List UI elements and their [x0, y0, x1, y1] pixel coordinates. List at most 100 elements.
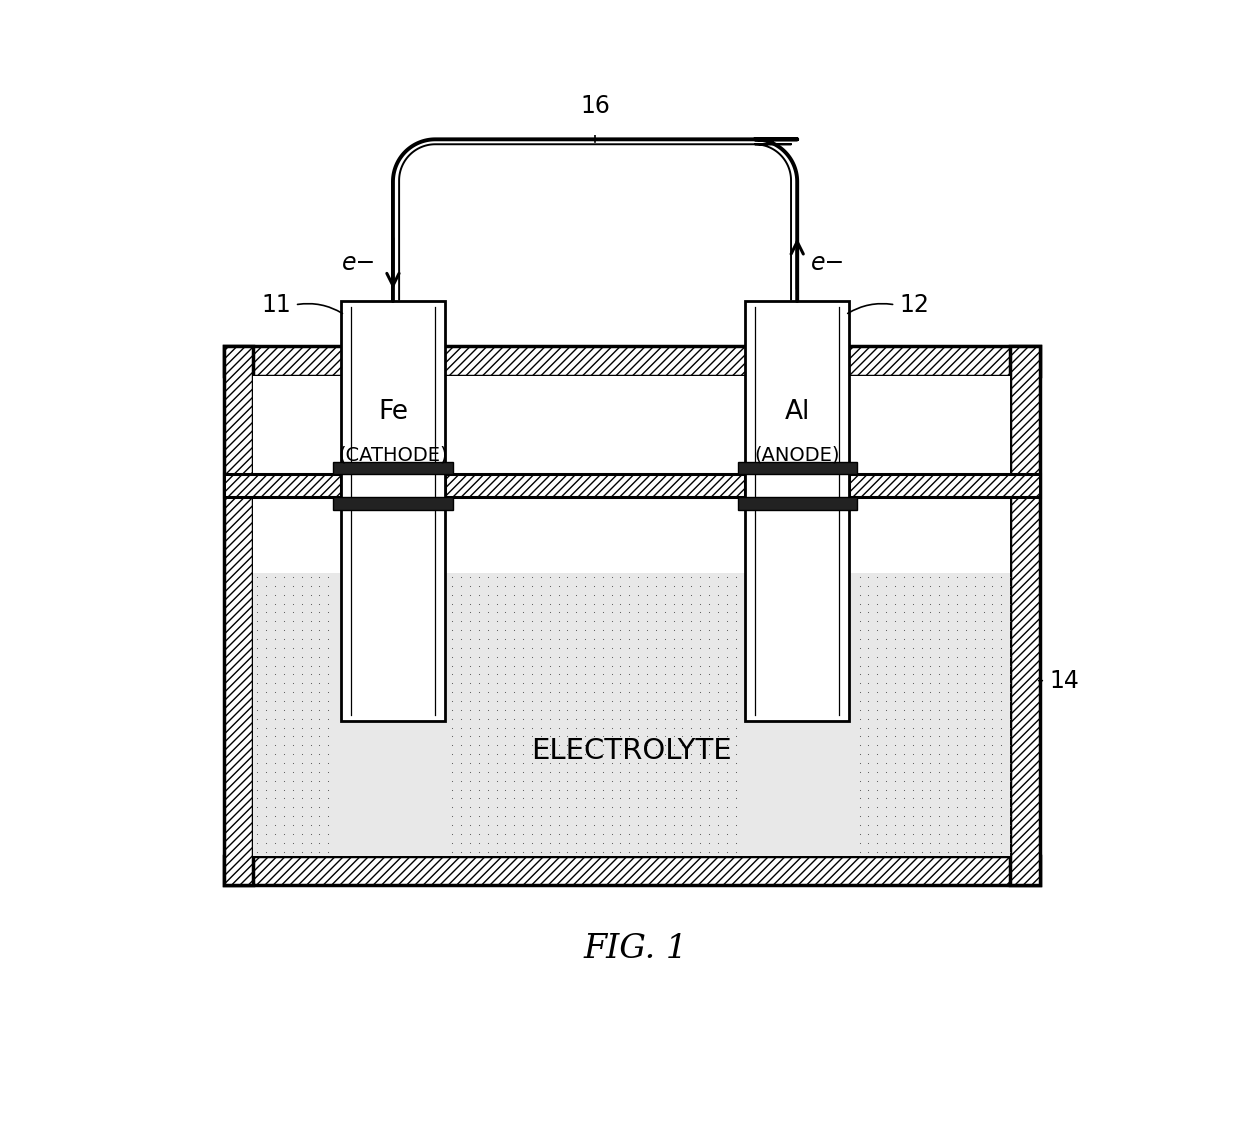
Point — [593, 825, 613, 843]
Point — [300, 710, 320, 728]
Point — [699, 621, 719, 639]
Point — [496, 710, 516, 728]
Point — [443, 674, 463, 692]
Point — [265, 727, 285, 745]
Point — [867, 825, 887, 843]
Point — [505, 674, 525, 692]
Point — [300, 692, 320, 710]
Point — [558, 568, 578, 586]
Point — [911, 816, 931, 834]
Point — [911, 568, 931, 586]
Point — [973, 718, 993, 736]
Point — [663, 612, 683, 630]
Point — [443, 798, 463, 816]
Point — [257, 754, 277, 772]
Point — [513, 727, 533, 745]
Point — [655, 718, 675, 736]
Point — [929, 612, 949, 630]
Point — [965, 648, 985, 666]
Point — [257, 568, 277, 586]
Point — [265, 745, 285, 763]
Point — [877, 816, 897, 834]
Point — [911, 772, 931, 790]
Point — [965, 833, 985, 851]
Point — [1001, 833, 1021, 851]
Point — [522, 745, 542, 763]
Point — [637, 727, 657, 745]
Point — [610, 568, 630, 586]
Point — [911, 780, 931, 798]
Point — [920, 825, 940, 843]
Point — [531, 736, 551, 754]
Point — [513, 612, 533, 630]
Point — [319, 604, 339, 622]
Point — [584, 621, 604, 639]
Point — [877, 665, 897, 683]
Point — [877, 639, 897, 657]
Point — [283, 727, 303, 745]
Point — [522, 798, 542, 816]
Point — [691, 710, 711, 728]
Point — [646, 789, 666, 807]
Point — [991, 612, 1011, 630]
Point — [513, 630, 533, 648]
Point — [477, 648, 497, 666]
Point — [513, 595, 533, 613]
Point — [637, 648, 657, 666]
Point — [725, 825, 745, 843]
Point — [646, 816, 666, 834]
Point — [486, 798, 506, 816]
Point — [717, 763, 737, 781]
Point — [965, 727, 985, 745]
Point — [920, 763, 940, 781]
Point — [539, 816, 559, 834]
Point — [655, 674, 675, 692]
Point — [725, 710, 745, 728]
Point — [620, 612, 640, 630]
Point — [469, 665, 489, 683]
Point — [708, 665, 728, 683]
Point — [310, 674, 330, 692]
Point — [469, 674, 489, 692]
Point — [663, 798, 683, 816]
Point — [575, 754, 595, 772]
Point — [248, 807, 268, 825]
Point — [911, 798, 931, 816]
Point — [1001, 595, 1021, 613]
Point — [867, 807, 887, 825]
Point — [991, 816, 1011, 834]
Point — [717, 683, 737, 701]
Point — [505, 763, 525, 781]
Point — [991, 568, 1011, 586]
Point — [620, 727, 640, 745]
Point — [283, 683, 303, 701]
Point — [505, 727, 525, 745]
Point — [717, 586, 737, 604]
Point — [717, 718, 737, 736]
Point — [505, 630, 525, 648]
Point — [496, 789, 516, 807]
Point — [486, 639, 506, 657]
Point — [593, 701, 613, 719]
Point — [1001, 639, 1021, 657]
Point — [973, 754, 993, 772]
Point — [991, 577, 1011, 595]
Point — [513, 780, 533, 798]
Point — [601, 586, 621, 604]
Point — [257, 807, 277, 825]
Point — [894, 683, 914, 701]
Point — [531, 825, 551, 843]
Point — [973, 763, 993, 781]
Point — [663, 674, 683, 692]
Point — [548, 745, 568, 763]
Point — [460, 692, 480, 710]
Point — [956, 763, 976, 781]
Point — [858, 727, 878, 745]
Point — [708, 745, 728, 763]
Point — [858, 665, 878, 683]
Point — [885, 754, 905, 772]
Point — [903, 718, 923, 736]
Point — [717, 674, 737, 692]
Point — [858, 639, 878, 657]
Point — [894, 639, 914, 657]
